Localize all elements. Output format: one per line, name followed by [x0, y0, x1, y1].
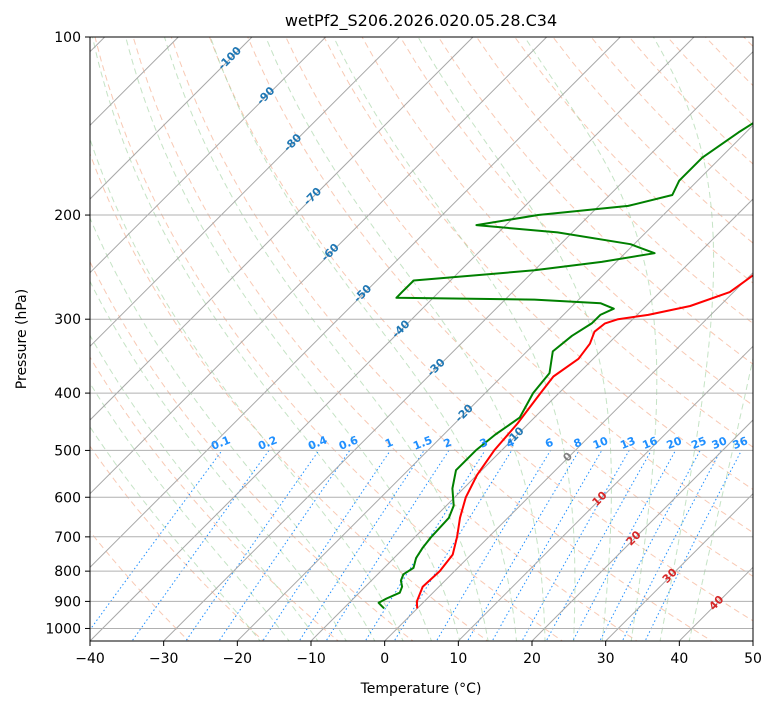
mixing-ratio-label: 1 [383, 436, 395, 451]
isotherm-line [531, 419, 753, 641]
moist-adiabat [90, 216, 376, 641]
mixing-ratio-line [545, 450, 652, 641]
y-tick-label: 600 [54, 490, 81, 506]
isotherm-line [236, 124, 753, 641]
series-lines [377, 122, 753, 610]
mixing-ratio-label: 20 [665, 434, 684, 452]
axes: −40 −30 −20 −10 0 10 20 30 40 50 100 200 300 400 500 60… [45, 30, 762, 667]
x-tick-label: −40 [75, 651, 105, 667]
mixing-ratio-line [572, 450, 676, 641]
x-axis-label: Temperature (°C) [360, 681, 482, 697]
dewpoint-profile-line [377, 122, 753, 610]
y-tick-label: 1000 [45, 621, 81, 637]
isotherm-line [310, 198, 753, 641]
mixing-ratio-label: 36 [731, 434, 750, 452]
isotherm-line [457, 345, 753, 641]
y-tick-label: 100 [54, 30, 81, 46]
mixing-ratio-label: 2 [442, 436, 454, 451]
y-axis-label: Pressure (hPa) [14, 289, 30, 389]
mixing-ratio-line [325, 450, 450, 641]
mixing-ratio-label: 10 [591, 434, 610, 452]
x-tick-label: 50 [744, 651, 762, 667]
isotherm-line [90, 37, 400, 348]
x-tick-label: −30 [149, 651, 179, 667]
y-tick-label: 900 [54, 594, 81, 610]
isotherm-line [90, 37, 327, 274]
mixing-ratio-label: 30 [710, 434, 729, 452]
mixing-ratio-line [185, 450, 320, 641]
x-tick-label: 40 [670, 651, 688, 667]
mixing-ratio-line [298, 450, 425, 641]
y-tick-label: 300 [54, 312, 81, 328]
mixing-ratio-label: 3 [478, 436, 490, 451]
x-tick-label: 0 [380, 651, 389, 667]
isotherm-line [163, 50, 753, 641]
mixing-ratio-line [262, 450, 391, 641]
dry-adiabat [90, 260, 414, 641]
chart-title: wetPf2_S206.2026.020.05.28.C34 [285, 11, 557, 31]
mixing-ratio-label: 8 [572, 436, 584, 451]
mixing-ratio-line [364, 450, 486, 641]
plot-frame [89, 36, 754, 642]
isotherm-line [90, 37, 474, 421]
dry-adiabat [437, 37, 753, 365]
mixing-ratio-line [621, 450, 722, 641]
y-tick-label: 200 [54, 208, 81, 224]
y-tick-label: 700 [54, 530, 81, 546]
mixing-ratio-line [599, 450, 701, 641]
dry-adiabat [285, 37, 753, 534]
isotherm-line [90, 37, 695, 641]
isotherm-line [384, 271, 753, 641]
mixing-ratio-line [90, 450, 223, 631]
mixing-ratio-label: 13 [618, 434, 637, 452]
dry-adiabat [514, 37, 753, 284]
background-lines [90, 37, 753, 641]
x-tick-label: −20 [223, 651, 253, 667]
temperature-profile-line [415, 274, 753, 609]
mixing-ratio-line [435, 450, 552, 641]
dry-adiabat [323, 37, 753, 491]
mixing-ratio-line [131, 450, 270, 641]
y-tick-label: 500 [54, 443, 81, 459]
isotherm-line [605, 492, 753, 641]
dry-adiabat [399, 37, 753, 407]
mixing-ratio-line [218, 450, 351, 641]
y-tick-label: 800 [54, 564, 81, 580]
dry-adiabat [247, 37, 753, 577]
dry-adiabat [361, 37, 753, 448]
mixing-ratio-line [393, 450, 513, 641]
x-tick-label: −10 [296, 651, 326, 667]
isotherm-line [90, 37, 253, 200]
mixing-ratio-label: 25 [689, 434, 708, 452]
mixing-ratio-line [466, 450, 580, 641]
x-tick-label: 20 [523, 651, 541, 667]
y-tick-label: 400 [54, 386, 81, 402]
isotherm-line [90, 37, 548, 495]
x-tick-label: 30 [597, 651, 615, 667]
isotherm-line [90, 37, 621, 569]
dry-adiabat [476, 37, 753, 325]
x-tick-label: 10 [449, 651, 467, 667]
mixing-ratio-label: 16 [640, 434, 659, 452]
